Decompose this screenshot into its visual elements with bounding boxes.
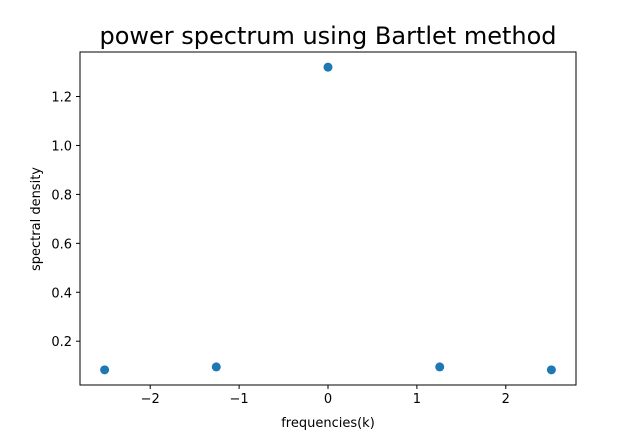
y-tick-label: 0.4 <box>51 286 72 301</box>
x-tick-label: −2 <box>141 392 160 407</box>
data-point <box>546 365 556 375</box>
y-tick-label: 0.8 <box>51 188 72 203</box>
chart-title: power spectrum using Bartlet method <box>99 22 556 50</box>
data-point <box>323 62 333 72</box>
plot-area-frame <box>79 51 577 386</box>
x-tick-label: 0 <box>324 392 332 407</box>
y-tick-label: 1.0 <box>51 139 72 154</box>
y-tick-label: 0.6 <box>51 237 72 252</box>
data-point <box>211 362 221 372</box>
x-tick-label: −1 <box>230 392 249 407</box>
x-axis: −2 −1 0 1 2 <box>141 385 510 407</box>
x-axis-label: frequencies(k) <box>281 416 375 431</box>
x-tick-label: 1 <box>413 392 421 407</box>
y-axis-label: spectral density <box>29 167 44 271</box>
x-tick-label: 2 <box>502 392 510 407</box>
y-axis: 0.2 0.4 0.6 0.8 1.0 1.2 <box>51 91 80 350</box>
data-point <box>100 365 110 375</box>
data-points <box>100 62 556 375</box>
y-tick-label: 1.2 <box>51 91 72 106</box>
data-point <box>435 362 445 372</box>
y-tick-label: 0.2 <box>51 335 72 350</box>
